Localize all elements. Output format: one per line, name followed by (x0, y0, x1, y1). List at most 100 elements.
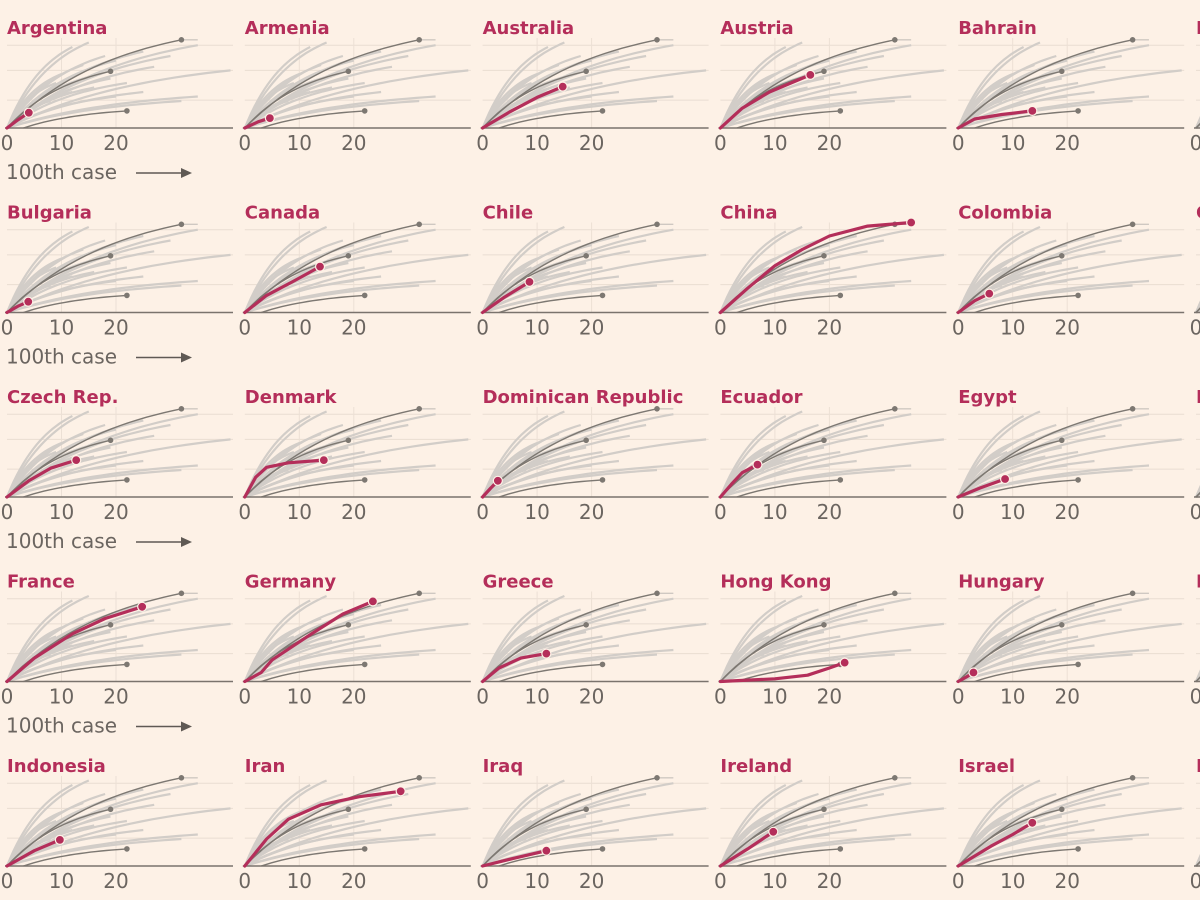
x-axis-label: 100th case (6, 160, 117, 184)
background-series-line (1195, 676, 1200, 683)
background-series-line (6, 250, 155, 314)
background-series-line (481, 46, 549, 129)
background-series-line (481, 410, 565, 498)
background-series-line (1195, 491, 1200, 498)
reference-end-dot (345, 806, 352, 813)
x-tick-label: 20 (341, 685, 366, 709)
background-series-line (719, 819, 770, 867)
x-tick-label: 20 (341, 869, 366, 893)
panel-title: Czech Rep. (7, 387, 118, 408)
background-series-line (957, 81, 1008, 129)
highlight-series-line (481, 849, 549, 868)
panel-hungary: Hungary 0 10 20 (952, 572, 1185, 709)
highlight-series-line (481, 84, 565, 130)
background-series-line (481, 434, 630, 498)
reference-end-dot (1129, 37, 1136, 43)
panel-b: B01020 (1190, 18, 1200, 155)
x-tick-label: 0 (714, 685, 727, 709)
background-series-line (6, 653, 182, 683)
reference-end-dot (416, 406, 423, 412)
x-tick-label: 10 (762, 500, 787, 524)
background-series-line (244, 81, 365, 129)
background-series-line (6, 253, 231, 314)
background-series-line (244, 434, 393, 498)
background-series-line (243, 230, 311, 313)
arrow-head-icon (181, 168, 192, 178)
highlight-series-line (718, 463, 760, 499)
x-tick-label: 0 (714, 869, 727, 893)
background-series-line (6, 635, 128, 683)
background-series-line (719, 81, 841, 129)
reference-series-line (719, 624, 825, 682)
highlight-end-dot (318, 455, 329, 466)
panel-title: Canada (245, 203, 320, 224)
highlight-end-dot (768, 826, 779, 837)
arrow-head-icon (181, 352, 192, 363)
highlight-end-dot (71, 455, 82, 466)
x-tick-label: 0 (1190, 131, 1200, 155)
background-series-line (957, 635, 1008, 683)
reference-end-dot (124, 108, 130, 114)
background-series-line (481, 450, 532, 498)
background-series-line (957, 253, 1182, 314)
reference-series-line (244, 255, 349, 313)
x-tick-label: 20 (579, 500, 604, 524)
background-series-line (6, 41, 90, 129)
background-series-line (720, 468, 895, 499)
panel-iran: Iran 0 10 20 (238, 756, 471, 893)
background-series-line (481, 803, 630, 867)
panel-i: I01020 (1190, 756, 1200, 893)
background-series-line (1195, 118, 1200, 129)
x-axis-label: 100th case (6, 714, 117, 738)
reference-end-dot (1058, 68, 1065, 75)
panel-title: Australia (483, 18, 575, 39)
background-series-line (481, 65, 630, 129)
x-tick-label: 20 (103, 869, 128, 893)
reference-end-dot (178, 37, 185, 43)
x-tick-label: 20 (103, 131, 128, 155)
panel-title: Israel (958, 756, 1015, 777)
highlight-end-dot (1027, 105, 1038, 117)
reference-end-dot (837, 477, 844, 483)
reference-series-line (498, 110, 603, 129)
panel-title: Hungary (958, 572, 1045, 593)
panel-title: Austria (720, 18, 793, 39)
reference-end-dot (1058, 806, 1065, 813)
panel-title: France (7, 572, 75, 593)
background-series-line (1195, 489, 1200, 498)
reference-end-dot (892, 590, 898, 597)
x-tick-label: 20 (103, 500, 128, 524)
reference-series-line (719, 439, 825, 498)
panel-china: China 0 10 20 (714, 203, 947, 340)
background-series-line (6, 410, 90, 498)
background-series-line (1195, 307, 1200, 314)
reference-end-dot (107, 806, 114, 813)
background-series-line (957, 635, 1079, 683)
background-series-line (1195, 306, 1200, 314)
panel-chile: Chile 0 10 20 (476, 203, 709, 340)
background-series-line (957, 434, 1106, 498)
x-tick-label: 10 (1000, 500, 1025, 524)
background-series-line (957, 450, 1008, 498)
highlight-series-line (243, 599, 375, 684)
background-series-line (957, 230, 1025, 313)
background-series-line (719, 619, 868, 683)
reference-series-line (482, 70, 587, 129)
panel-bahrain: Bahrain 0 10 20 (952, 18, 1185, 155)
highlight-series-line (718, 73, 812, 130)
x-tick-label: 0 (238, 316, 251, 340)
background-series-line (719, 635, 841, 683)
x-tick-label: 20 (1054, 131, 1079, 155)
reference-end-dot (178, 406, 185, 412)
reference-end-dot (1129, 590, 1136, 597)
reference-end-dot (1075, 661, 1081, 668)
arrow-head-icon (181, 537, 192, 547)
background-series-line (481, 81, 532, 129)
background-series-line (719, 46, 787, 129)
reference-series-line (1195, 123, 1200, 129)
x-tick-label: 0 (714, 316, 727, 340)
panel-denmark: Denmark 0 10 20 (238, 387, 471, 524)
reference-end-dot (583, 622, 589, 628)
panel-title: Egypt (958, 387, 1017, 408)
background-series-line (244, 69, 469, 129)
